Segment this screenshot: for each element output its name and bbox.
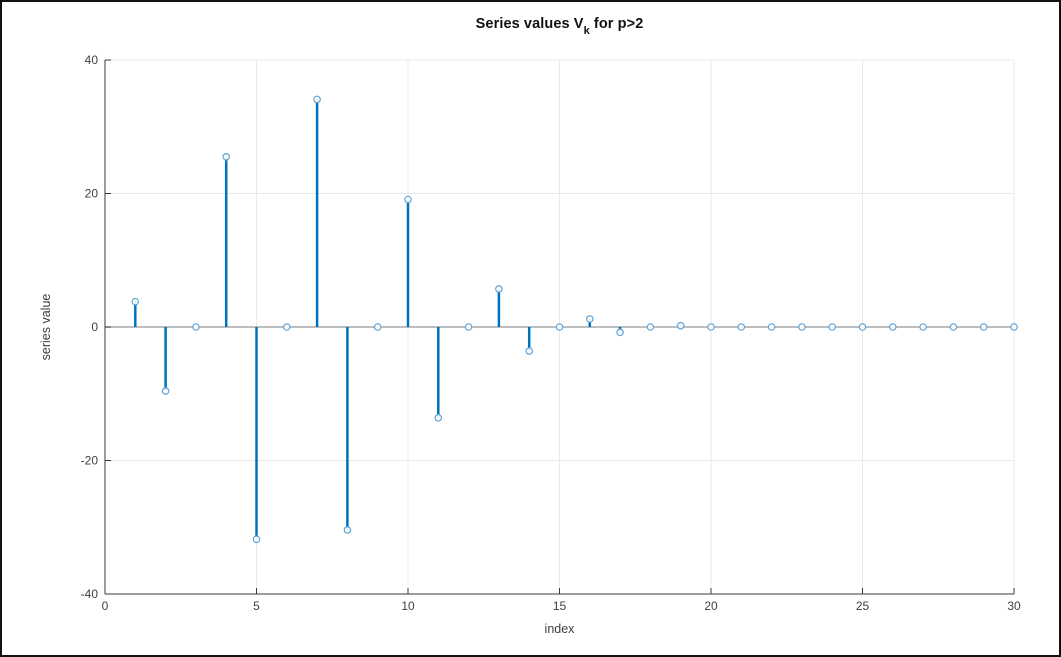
stem-marker	[313, 95, 321, 104]
x-tick-label: 15	[553, 599, 567, 613]
stem-marker	[495, 285, 503, 293]
stem-marker	[676, 321, 685, 330]
stem-marker	[252, 535, 261, 544]
y-tick-label: 0	[91, 320, 98, 334]
x-tick-label: 0	[102, 599, 109, 613]
stem-marker	[616, 328, 624, 337]
x-tick-label: 30	[1007, 599, 1021, 613]
stem-marker	[858, 323, 867, 331]
chart-title-subscript: k	[583, 25, 590, 37]
stem-marker	[888, 323, 897, 331]
stem-marker	[646, 323, 655, 331]
stem-marker	[737, 323, 746, 331]
stem-marker	[282, 323, 291, 331]
x-axis-label: index	[544, 622, 575, 636]
stem-marker	[161, 387, 170, 395]
stem-marker	[707, 323, 715, 331]
chart-title: Series values Vk for p>2	[105, 16, 1014, 37]
stem-marker	[798, 323, 806, 331]
stem-marker	[464, 323, 473, 331]
stem-marker	[192, 323, 200, 331]
stem-marker	[404, 195, 412, 204]
y-tick-label: -20	[81, 454, 99, 468]
x-tick-label: 20	[704, 599, 718, 613]
y-tick-label: 40	[85, 53, 99, 67]
stem-marker	[373, 323, 382, 331]
stem-marker	[919, 323, 927, 331]
stem-marker	[1010, 323, 1018, 331]
y-tick-label: -40	[81, 587, 99, 601]
stem-marker	[949, 323, 958, 331]
stem-marker	[979, 323, 988, 331]
x-tick-label: 5	[253, 599, 260, 613]
stem-marker	[525, 347, 534, 355]
stem-marker	[131, 297, 140, 306]
chart-title-prefix: Series values V	[475, 16, 584, 32]
stem-marker	[434, 413, 443, 422]
stem-marker	[585, 315, 594, 323]
stem-marker	[343, 526, 352, 534]
x-tick-label: 10	[401, 599, 415, 613]
y-axis-label: series value	[39, 293, 53, 361]
stem-marker	[222, 152, 231, 161]
y-tick-label: 20	[85, 187, 99, 201]
stem-marker	[555, 323, 564, 331]
x-tick-label: 25	[856, 599, 870, 613]
stem-marker	[828, 323, 837, 331]
chart-title-suffix: for p>2	[589, 16, 644, 32]
stem-marker	[767, 323, 776, 331]
